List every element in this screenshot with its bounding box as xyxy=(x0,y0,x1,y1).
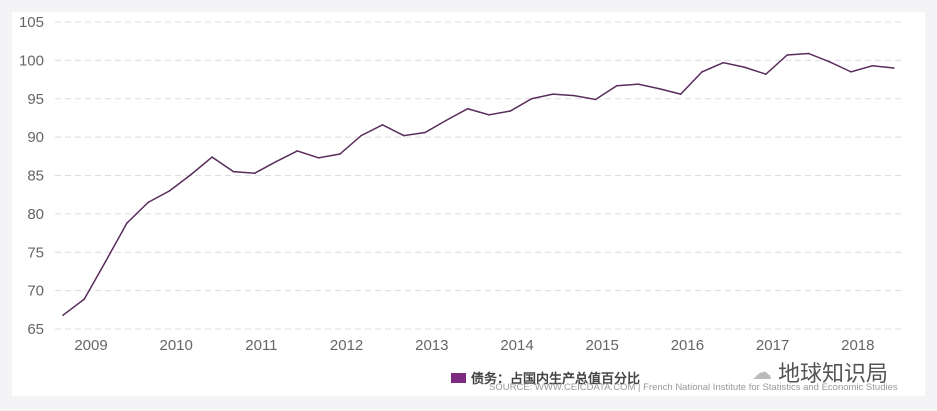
data-point xyxy=(360,134,363,137)
data-point xyxy=(168,190,171,192)
x-tick-label: 2009 xyxy=(74,337,107,354)
data-point xyxy=(892,67,895,69)
data-point xyxy=(190,173,192,176)
data-point xyxy=(275,160,277,163)
data-point xyxy=(829,61,831,63)
data-point xyxy=(445,119,448,122)
data-point xyxy=(466,107,469,110)
x-tick-label: 2011 xyxy=(245,337,277,354)
y-tick-label: 80 xyxy=(27,206,44,223)
data-point xyxy=(616,84,618,87)
data-point xyxy=(594,98,597,101)
y-tick-label: 100 xyxy=(19,52,44,69)
wechat-icon: ☁ xyxy=(752,361,772,384)
y-tick-label: 90 xyxy=(27,129,44,146)
y-tick-label: 105 xyxy=(19,14,44,31)
data-point xyxy=(253,172,256,174)
legend-swatch xyxy=(451,372,466,383)
data-point xyxy=(871,64,874,67)
data-point xyxy=(126,222,128,224)
data-point xyxy=(232,170,235,173)
data-point xyxy=(488,114,490,116)
data-point xyxy=(658,87,661,90)
data-point xyxy=(381,124,384,126)
data-point xyxy=(786,54,788,56)
y-tick-label: 75 xyxy=(27,244,44,261)
data-point xyxy=(339,153,341,155)
watermark-text: 地球知识局 xyxy=(778,361,889,386)
data-point xyxy=(743,66,746,69)
data-point xyxy=(807,52,810,55)
x-tick-label: 2018 xyxy=(841,337,874,354)
x-tick-label: 2014 xyxy=(500,337,533,354)
data-point xyxy=(296,150,299,152)
series-line xyxy=(62,52,894,316)
data-point xyxy=(701,71,703,73)
data-point xyxy=(573,94,575,97)
chart-card xyxy=(12,12,925,396)
data-point xyxy=(679,93,682,95)
data-point xyxy=(509,110,512,112)
data-point xyxy=(211,156,213,158)
data-point xyxy=(403,134,405,137)
data-point xyxy=(424,131,426,134)
data-point xyxy=(552,93,554,95)
data-point xyxy=(722,61,725,64)
data-point xyxy=(147,201,149,204)
x-tick-label: 2013 xyxy=(415,337,448,354)
legend-label: 债务：占国内生产总值百分比 xyxy=(471,371,641,386)
data-point xyxy=(317,157,320,159)
data-point xyxy=(530,97,533,100)
data-point xyxy=(83,298,86,300)
source-note: SOURCE: WWW.CEICDATA.COM | French Nation… xyxy=(489,382,898,393)
x-tick-label: 2015 xyxy=(586,337,619,354)
x-tick-label: 2012 xyxy=(330,337,363,354)
data-point xyxy=(637,83,639,85)
x-tick-label: 2017 xyxy=(756,337,789,354)
data-point xyxy=(765,73,767,75)
y-tick-label: 70 xyxy=(27,283,44,300)
x-tick-label: 2010 xyxy=(160,337,193,354)
data-point xyxy=(104,260,107,263)
data-point xyxy=(62,314,64,316)
legend[interactable]: 债务：占国内生产总值百分比 xyxy=(451,368,640,387)
data-point xyxy=(850,71,852,73)
y-tick-label: 95 xyxy=(27,91,44,108)
watermark: ☁ 地球知识局 xyxy=(752,356,888,388)
y-tick-label: 85 xyxy=(27,168,44,185)
y-tick-label: 65 xyxy=(27,321,44,338)
x-tick-label: 2016 xyxy=(671,337,704,354)
